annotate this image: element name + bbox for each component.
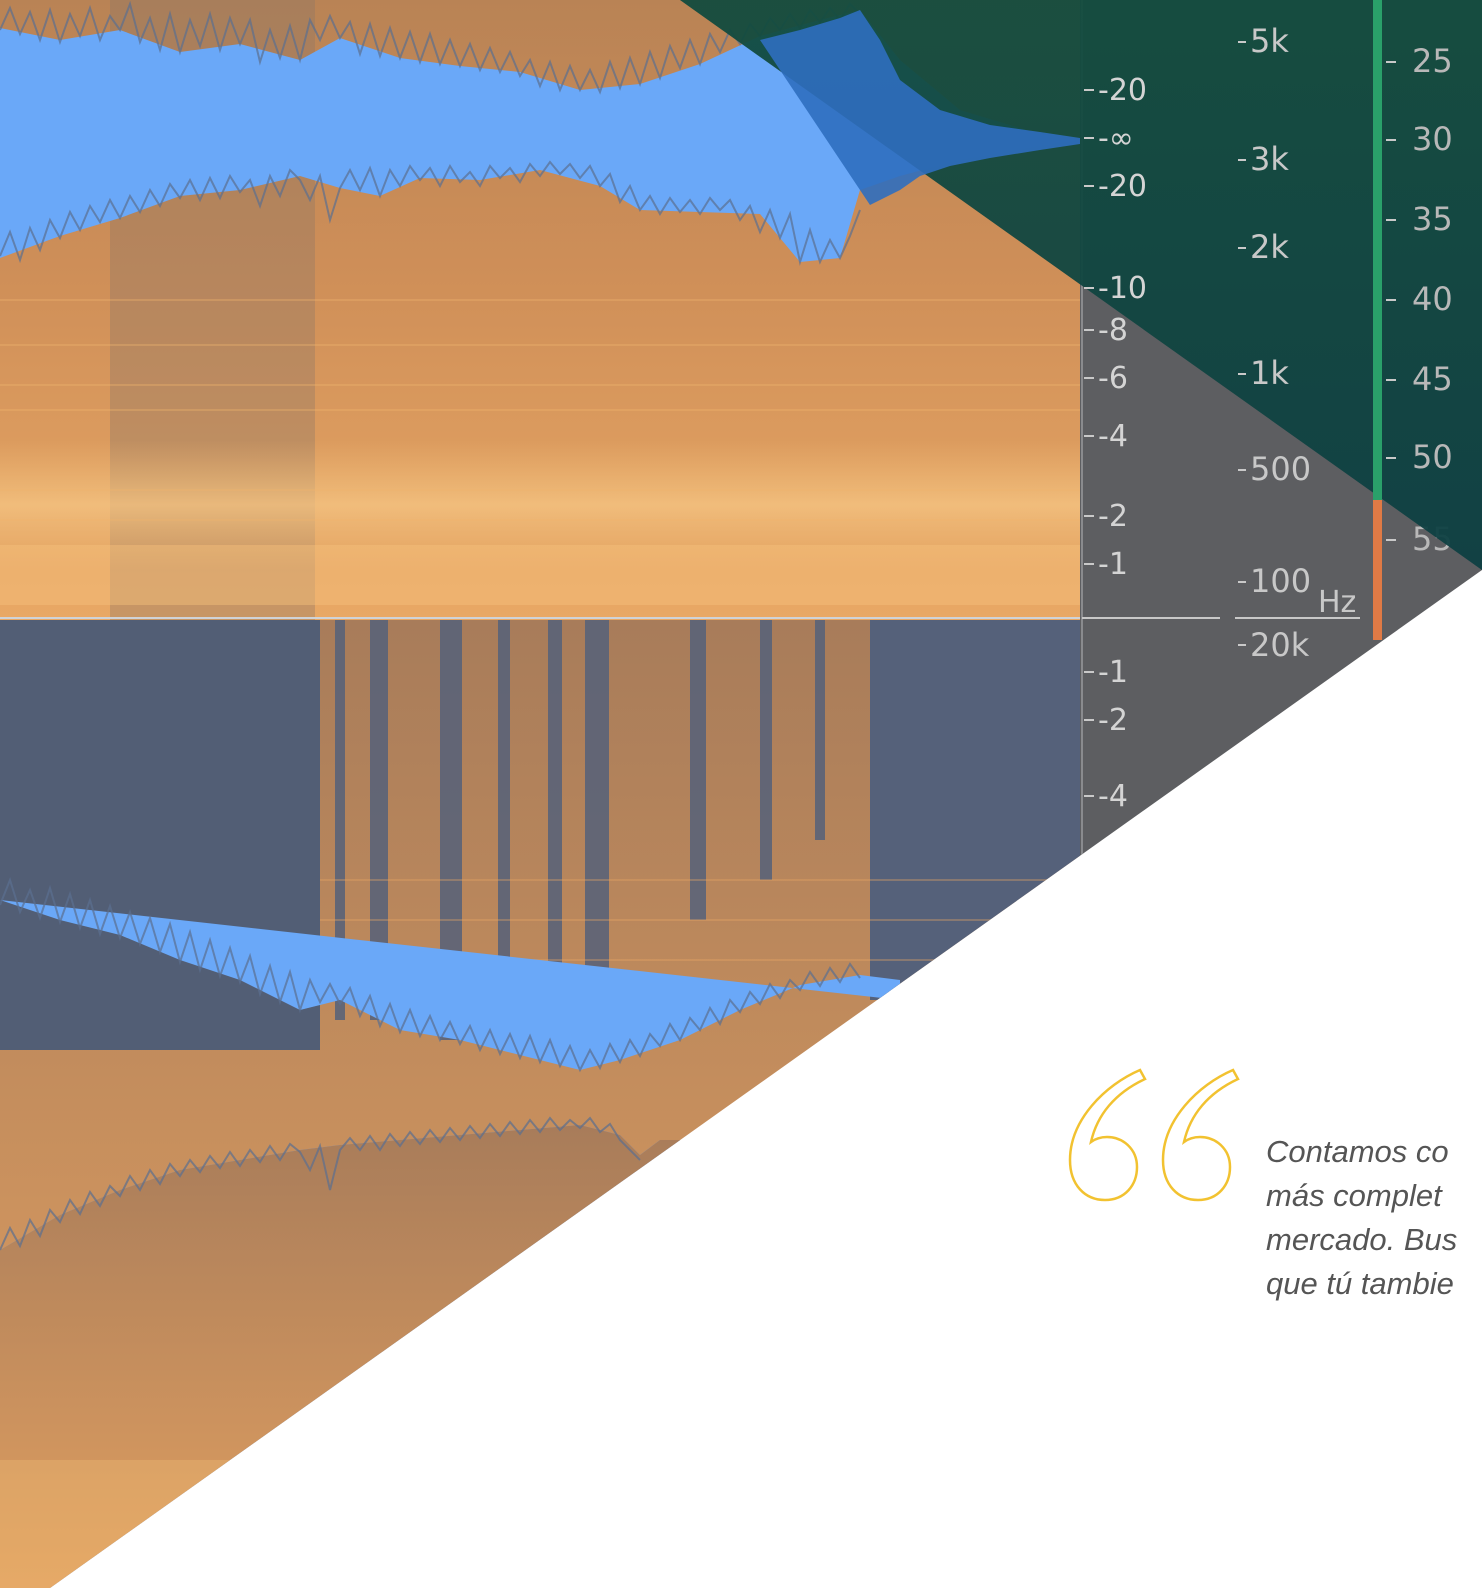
quote-line: mercado. Bus <box>1266 1222 1458 1257</box>
time-label: 35 <box>1412 200 1453 238</box>
time-label: 45 <box>1412 360 1453 398</box>
db-label: -6 <box>1098 361 1128 396</box>
db-label: -2 <box>1098 499 1128 534</box>
frequency-label: 20k <box>1250 626 1310 664</box>
db-scale: -8 -6 -4 -2 -1 -1 -2 -4 <box>1084 313 1128 814</box>
time-label: 40 <box>1412 280 1453 318</box>
db-label: -8 <box>1098 313 1128 348</box>
db-label: -20 <box>1098 73 1147 108</box>
db-label: -20 <box>1098 169 1147 204</box>
db-scale-overlay: -20 -∞ -20 -10 <box>1084 73 1147 306</box>
db-label: -10 <box>1098 271 1147 306</box>
frequency-label: 500 <box>1250 450 1311 488</box>
db-label: -4 <box>1098 779 1128 814</box>
quote-line: más complet <box>1266 1178 1442 1213</box>
quote-line: Contamos co <box>1266 1134 1449 1169</box>
frequency-unit-label: Hz <box>1318 585 1356 620</box>
quote-line: que tú tambie <box>1266 1266 1454 1301</box>
frequency-label: 1k <box>1250 354 1289 392</box>
frequency-label: 5k <box>1250 22 1289 60</box>
frequency-label: 2k <box>1250 228 1289 266</box>
time-scale-overlay: 25 30 35 40 45 50 <box>1386 42 1453 476</box>
db-label: -1 <box>1098 655 1128 690</box>
db-label: -1 <box>1098 547 1128 582</box>
db-label: -∞ <box>1098 121 1134 156</box>
db-label: -2 <box>1098 703 1128 738</box>
frequency-scale-overlay: 5k 3k 2k 1k <box>1238 22 1289 392</box>
testimonial-quote: Contamos co más complet mercado. Bus que… <box>1266 1130 1482 1306</box>
open-double-quote-icon <box>1068 1068 1240 1202</box>
time-label: 25 <box>1412 42 1453 80</box>
db-label: -4 <box>1098 419 1128 454</box>
time-label: 50 <box>1412 438 1453 476</box>
frequency-label: 100 <box>1250 562 1311 600</box>
frequency-label: 3k <box>1250 140 1289 178</box>
time-label: 30 <box>1412 120 1453 158</box>
